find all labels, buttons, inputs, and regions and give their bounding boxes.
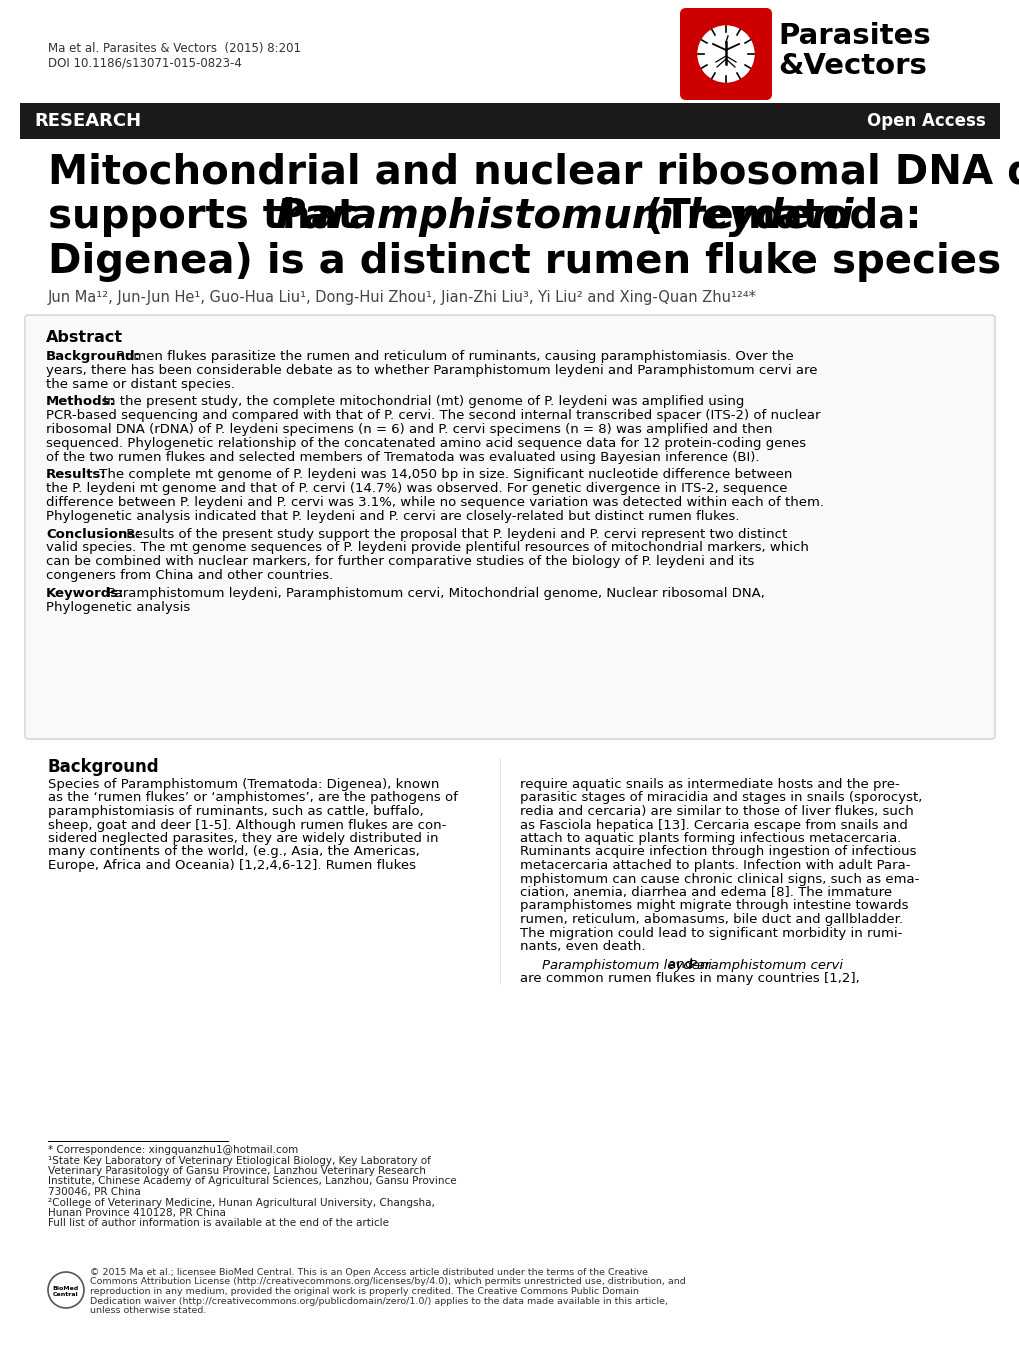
Text: years, there has been considerable debate as to whether Paramphistomum leydeni a: years, there has been considerable debat…: [46, 364, 816, 376]
Text: BioMed: BioMed: [53, 1286, 79, 1291]
Text: congeners from China and other countries.: congeners from China and other countries…: [46, 569, 333, 582]
Text: Institute, Chinese Academy of Agricultural Sciences, Lanzhou, Gansu Province: Institute, Chinese Academy of Agricultur…: [48, 1177, 457, 1186]
Text: Ma et al. Parasites & Vectors  (2015) 8:201: Ma et al. Parasites & Vectors (2015) 8:2…: [48, 42, 301, 54]
Text: Open Access: Open Access: [866, 111, 985, 130]
Text: supports that: supports that: [48, 197, 370, 236]
Text: Hunan Province 410128, PR China: Hunan Province 410128, PR China: [48, 1208, 225, 1218]
Text: PCR-based sequencing and compared with that of P. cervi. The second internal tra: PCR-based sequencing and compared with t…: [46, 409, 819, 423]
Text: Paramphistomum cervi: Paramphistomum cervi: [688, 958, 842, 972]
Text: Paramphistomum leydeni: Paramphistomum leydeni: [541, 958, 711, 972]
Text: Species of Paramphistomum (Trematoda: Digenea), known: Species of Paramphistomum (Trematoda: Di…: [48, 777, 439, 791]
Text: (Trematoda:: (Trematoda:: [631, 197, 920, 236]
Text: RESEARCH: RESEARCH: [34, 111, 141, 130]
Text: can be combined with nuclear markers, for further comparative studies of the bio: can be combined with nuclear markers, fo…: [46, 556, 754, 568]
Bar: [20, 103, 999, 139]
Text: Mitochondrial and nuclear ribosomal DNA dataset: Mitochondrial and nuclear ribosomal DNA …: [48, 152, 1019, 192]
Text: Ruminants acquire infection through ingestion of infectious: Ruminants acquire infection through inge…: [520, 845, 916, 859]
Text: Commons Attribution License (http://creativecommons.org/licenses/by/4.0), which : Commons Attribution License (http://crea…: [90, 1277, 685, 1287]
Text: many continents of the world, (e.g., Asia, the Americas,: many continents of the world, (e.g., Asi…: [48, 845, 420, 859]
Text: the same or distant species.: the same or distant species.: [46, 378, 234, 390]
Text: In the present study, the complete mitochondrial (mt) genome of P. leydeni was a: In the present study, the complete mitoc…: [99, 395, 744, 409]
Text: Parasites: Parasites: [777, 22, 930, 50]
Text: as the ‘rumen flukes’ or ‘amphistomes’, are the pathogens of: as the ‘rumen flukes’ or ‘amphistomes’, …: [48, 791, 458, 805]
Text: The complete mt genome of P. leydeni was 14,050 bp in size. Significant nucleoti: The complete mt genome of P. leydeni was…: [95, 469, 792, 481]
Text: paramphistomiasis of ruminants, such as cattle, buffalo,: paramphistomiasis of ruminants, such as …: [48, 805, 423, 818]
Text: Jun Ma¹², Jun-Jun He¹, Guo-Hua Liu¹, Dong-Hui Zhou¹, Jian-Zhi Liu³, Yi Liu² and : Jun Ma¹², Jun-Jun He¹, Guo-Hua Liu¹, Don…: [48, 289, 756, 304]
Text: Keywords:: Keywords:: [46, 587, 124, 599]
Text: Europe, Africa and Oceania) [1,2,4,6-12]. Rumen flukes: Europe, Africa and Oceania) [1,2,4,6-12]…: [48, 859, 416, 872]
Text: Results:: Results:: [46, 469, 107, 481]
Text: unless otherwise stated.: unless otherwise stated.: [90, 1306, 206, 1316]
Text: sidered neglected parasites, they are widely distributed in: sidered neglected parasites, they are wi…: [48, 832, 438, 845]
Text: Full list of author information is available at the end of the article: Full list of author information is avail…: [48, 1219, 388, 1229]
Text: ciation, anemia, diarrhea and edema [8]. The immature: ciation, anemia, diarrhea and edema [8].…: [520, 886, 892, 900]
Text: of the two rumen flukes and selected members of Trematoda was evaluated using Ba: of the two rumen flukes and selected mem…: [46, 451, 759, 463]
Text: ¹State Key Laboratory of Veterinary Etiological Biology, Key Laboratory of: ¹State Key Laboratory of Veterinary Etio…: [48, 1155, 430, 1166]
Text: Dedication waiver (http://creativecommons.org/publicdomain/zero/1.0/) applies to: Dedication waiver (http://creativecommon…: [90, 1296, 667, 1306]
Text: are common rumen flukes in many countries [1,2],: are common rumen flukes in many countrie…: [520, 972, 859, 985]
Text: rumen, reticulum, abomasums, bile duct and gallbladder.: rumen, reticulum, abomasums, bile duct a…: [520, 913, 902, 925]
Text: attach to aquatic plants forming infectious metacercaria.: attach to aquatic plants forming infecti…: [520, 832, 901, 845]
Text: Methods:: Methods:: [46, 395, 116, 409]
Text: mphistomum can cause chronic clinical signs, such as ema-: mphistomum can cause chronic clinical si…: [520, 872, 918, 886]
Text: paramphistomes might migrate through intestine towards: paramphistomes might migrate through int…: [520, 900, 908, 912]
Text: 730046, PR China: 730046, PR China: [48, 1186, 141, 1197]
Text: Background:: Background:: [46, 351, 141, 363]
Text: parasitic stages of miracidia and stages in snails (sporocyst,: parasitic stages of miracidia and stages…: [520, 791, 921, 805]
Text: &Vectors: &Vectors: [777, 52, 926, 80]
Text: ribosomal DNA (rDNA) of P. leydeni specimens (n = 6) and P. cervi specimens (n =: ribosomal DNA (rDNA) of P. leydeni speci…: [46, 423, 771, 436]
Text: nants, even death.: nants, even death.: [520, 940, 645, 953]
FancyBboxPatch shape: [25, 315, 994, 739]
Text: Background: Background: [48, 758, 159, 776]
Text: as Fasciola hepatica [13]. Cercaria escape from snails and: as Fasciola hepatica [13]. Cercaria esca…: [520, 818, 907, 832]
Circle shape: [697, 26, 753, 82]
Text: * Correspondence: xingquanzhu1@hotmail.com: * Correspondence: xingquanzhu1@hotmail.c…: [48, 1146, 298, 1155]
Text: Rumen flukes parasitize the rumen and reticulum of ruminants, causing paramphist: Rumen flukes parasitize the rumen and re…: [112, 351, 793, 363]
Circle shape: [48, 1272, 84, 1307]
Text: DOI 10.1186/s13071-015-0823-4: DOI 10.1186/s13071-015-0823-4: [48, 57, 242, 71]
Text: the P. leydeni mt genome and that of P. cervi (14.7%) was observed. For genetic : the P. leydeni mt genome and that of P. …: [46, 482, 787, 495]
Text: difference between P. leydeni and P. cervi was 3.1%, while no sequence variation: difference between P. leydeni and P. cer…: [46, 496, 823, 510]
Text: Phylogenetic analysis indicated that P. leydeni and P. cervi are closely-related: Phylogenetic analysis indicated that P. …: [46, 510, 739, 523]
Text: Results of the present study support the proposal that P. leydeni and P. cervi r: Results of the present study support the…: [122, 527, 787, 541]
Text: The migration could lead to significant morbidity in rumi-: The migration could lead to significant …: [520, 927, 902, 939]
Text: Conclusions:: Conclusions:: [46, 527, 141, 541]
Text: require aquatic snails as intermediate hosts and the pre-: require aquatic snails as intermediate h…: [520, 777, 899, 791]
Text: redia and cercaria) are similar to those of liver flukes, such: redia and cercaria) are similar to those…: [520, 805, 913, 818]
Text: © 2015 Ma et al.; licensee BioMed Central. This is an Open Access article distri: © 2015 Ma et al.; licensee BioMed Centra…: [90, 1268, 647, 1277]
FancyBboxPatch shape: [680, 8, 771, 101]
Text: and: and: [663, 958, 697, 972]
Text: sequenced. Phylogenetic relationship of the concatenated amino acid sequence dat: sequenced. Phylogenetic relationship of …: [46, 436, 805, 450]
Text: sheep, goat and deer [1-5]. Although rumen flukes are con-: sheep, goat and deer [1-5]. Although rum…: [48, 818, 446, 832]
Text: Phylogenetic analysis: Phylogenetic analysis: [46, 601, 191, 614]
Text: valid species. The mt genome sequences of P. leydeni provide plentiful resources: valid species. The mt genome sequences o…: [46, 541, 808, 554]
Text: ²College of Veterinary Medicine, Hunan Agricultural University, Changsha,: ²College of Veterinary Medicine, Hunan A…: [48, 1197, 434, 1208]
Text: Paramphistomum leydeni: Paramphistomum leydeni: [276, 197, 853, 236]
Text: Veterinary Parasitology of Gansu Province, Lanzhou Veterinary Research: Veterinary Parasitology of Gansu Provinc…: [48, 1166, 426, 1176]
Text: Central: Central: [53, 1292, 78, 1296]
Text: metacercaria attached to plants. Infection with adult Para-: metacercaria attached to plants. Infecti…: [520, 859, 910, 872]
Text: Digenea) is a distinct rumen fluke species: Digenea) is a distinct rumen fluke speci…: [48, 242, 1000, 283]
Text: reproduction in any medium, provided the original work is properly credited. The: reproduction in any medium, provided the…: [90, 1287, 638, 1296]
Text: Abstract: Abstract: [46, 330, 123, 345]
Text: Paramphistomum leydeni, Paramphistomum cervi, Mitochondrial genome, Nuclear ribo: Paramphistomum leydeni, Paramphistomum c…: [103, 587, 764, 599]
